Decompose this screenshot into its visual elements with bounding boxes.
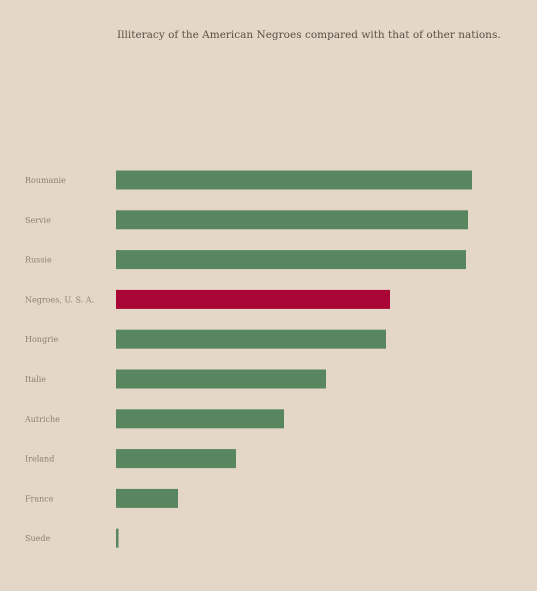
category-label: Roumanie	[25, 176, 66, 185]
bar-negroes-u-s-a	[116, 289, 390, 309]
category-label: Russie	[25, 256, 52, 265]
bar-russie	[116, 250, 466, 270]
category-label: France	[25, 494, 54, 503]
bar-france	[116, 488, 178, 508]
bar-hongrie	[116, 329, 386, 349]
chart-title: Illiteracy of the American Negroes compa…	[117, 29, 501, 41]
bar-suede	[116, 528, 119, 548]
bar-autriche	[116, 409, 284, 429]
category-label: Autriche	[24, 415, 60, 424]
category-label: Servie	[25, 216, 51, 225]
bar-ireland	[116, 449, 236, 469]
category-label: Ireland	[25, 455, 54, 464]
bars-group	[116, 170, 472, 548]
labels-group: Roumanie Servie Russie Negroes, U. S. A. Hon…	[24, 176, 94, 543]
category-label: Hongrie	[25, 335, 58, 344]
bar-italie	[116, 369, 326, 389]
bar-roumanie	[116, 170, 472, 190]
category-label: Suede	[25, 534, 50, 543]
category-label: Negroes, U. S. A.	[25, 295, 94, 304]
category-label: Italie	[25, 375, 46, 384]
bar-servie	[116, 210, 468, 230]
